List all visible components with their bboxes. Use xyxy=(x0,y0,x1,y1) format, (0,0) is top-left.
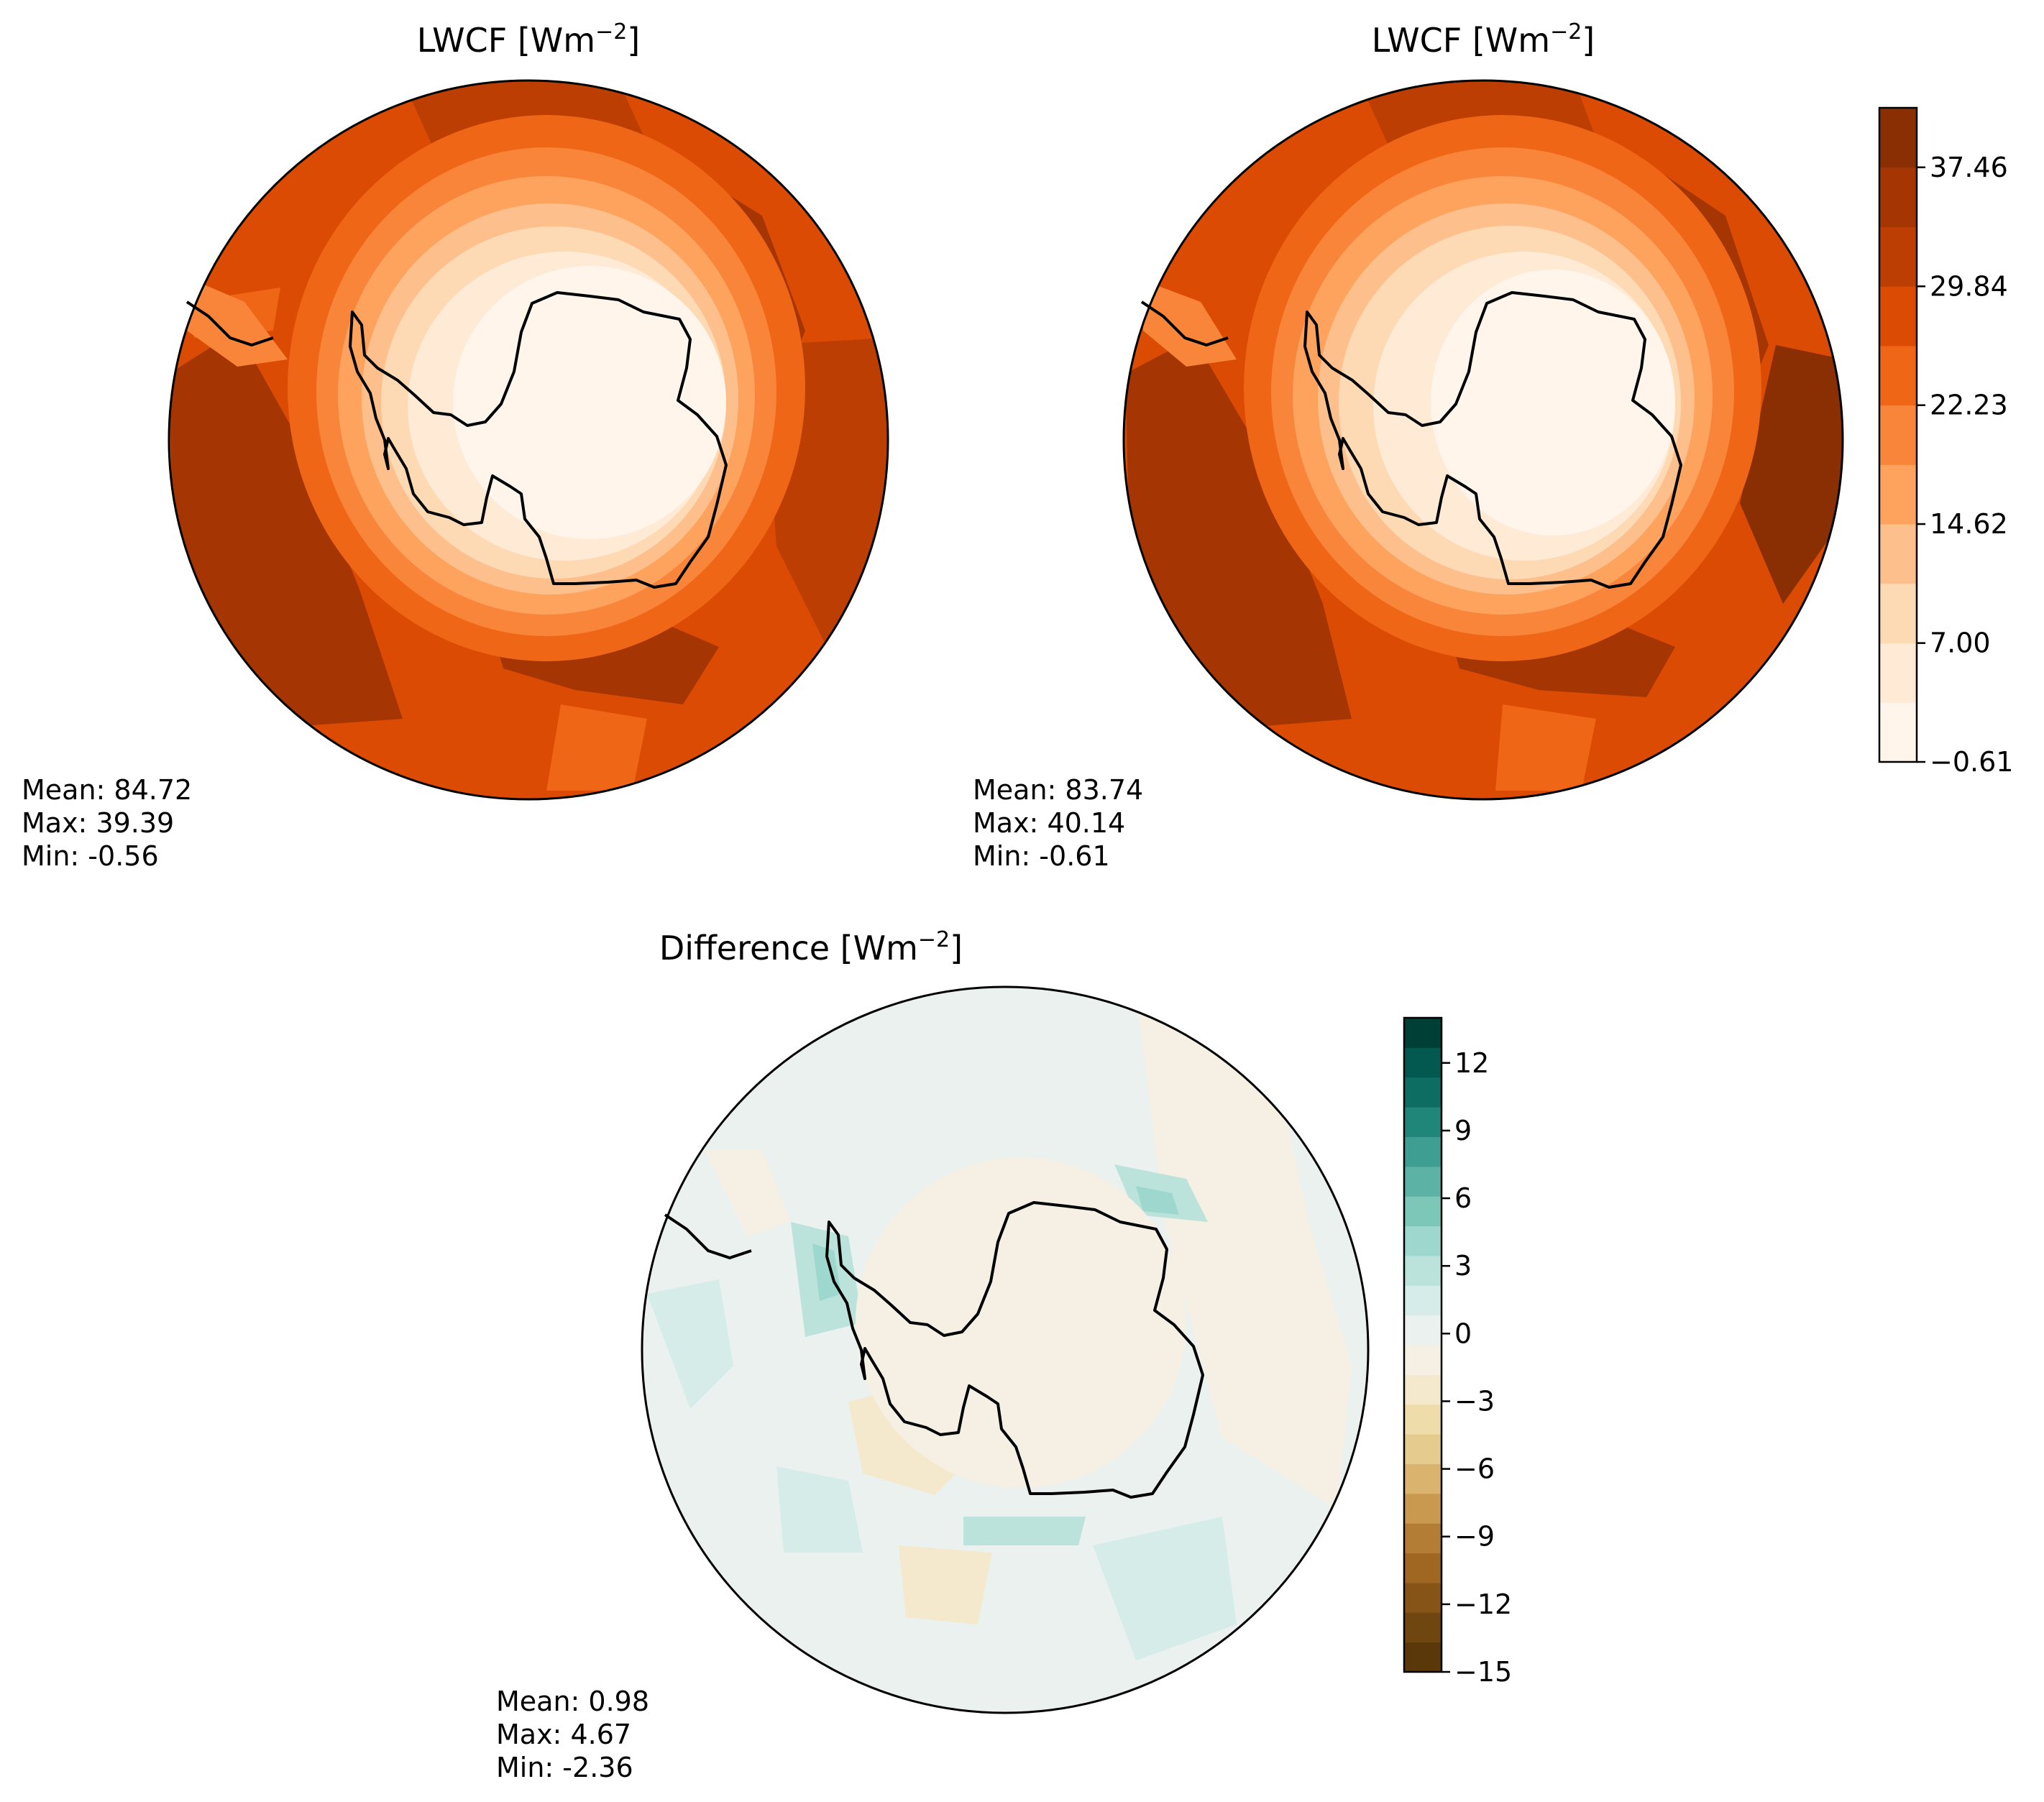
colorbar-tick-label: 9 xyxy=(1454,1115,1472,1146)
colorbar-segment xyxy=(1404,1136,1442,1167)
stats-block: Mean: 0.98 Max: 4.67 Min: -2.36 xyxy=(496,1686,649,1783)
colorbar-segment xyxy=(1879,286,1917,346)
colorbar-segment xyxy=(1404,1285,1442,1316)
colorbar-tick-label: 37.46 xyxy=(1930,152,2008,183)
colorbar-segment xyxy=(1404,1642,1442,1673)
colorbar-segment xyxy=(1404,1226,1442,1256)
colorbar-segment xyxy=(1404,1077,1442,1108)
colorbar-segment xyxy=(1879,345,1917,406)
colorbar-segment xyxy=(1879,226,1917,287)
colorbar-segment xyxy=(1404,1018,1442,1048)
stats-block: Mean: 84.72 Max: 39.39 Min: -0.56 xyxy=(22,774,192,872)
colorbar-main: 37.46 29.84 22.23 14.62 7.00 −0.61 xyxy=(1878,106,2013,778)
colorbar-segment xyxy=(1879,524,1917,584)
colorbar-segment xyxy=(1404,1553,1442,1583)
colorbar-tick-label: 3 xyxy=(1454,1250,1472,1282)
colorbar-tick-label: −0.61 xyxy=(1930,746,2013,778)
colorbar-frame xyxy=(1403,1016,1443,1673)
colorbar-segment xyxy=(1404,1463,1442,1494)
panel-title: LWCF [Wm−2] xyxy=(1372,19,1595,60)
stat-min: Min: -2.36 xyxy=(496,1752,633,1783)
colorbar-segment xyxy=(1404,1107,1442,1137)
colorbar-segment xyxy=(1879,405,1917,465)
stats-block: Mean: 83.74 Max: 40.14 Min: -0.61 xyxy=(973,774,1143,872)
map-boundary xyxy=(641,985,1370,1714)
colorbar-tick-label: 29.84 xyxy=(1930,270,2008,302)
colorbar-frame xyxy=(1878,106,1918,763)
map-boundary xyxy=(1122,79,1844,801)
colorbar-segment xyxy=(1404,1374,1442,1405)
colorbar-segment xyxy=(1404,1493,1442,1524)
colorbar-segment xyxy=(1404,1166,1442,1197)
colorbar-segment xyxy=(1879,643,1917,703)
colorbar-segment xyxy=(1879,108,1917,168)
colorbar-tick-label: 7.00 xyxy=(1930,628,1991,659)
colorbar-segment xyxy=(1404,1315,1442,1346)
stat-mean: Mean: 0.98 xyxy=(496,1686,649,1717)
colorbar-segment xyxy=(1879,702,1917,763)
colorbar-tick-label: 14.62 xyxy=(1930,508,2008,540)
stat-mean: Mean: 83.74 xyxy=(973,774,1143,806)
colorbar-segment xyxy=(1404,1434,1442,1464)
colorbar-tick-label: −9 xyxy=(1454,1521,1495,1553)
contour-field xyxy=(642,987,1368,1713)
contour-field xyxy=(169,81,888,799)
stat-max: Max: 40.14 xyxy=(973,807,1125,839)
colorbar-tick-label: 12 xyxy=(1454,1047,1489,1079)
colorbar-segment xyxy=(1404,1047,1442,1078)
colorbar-segment xyxy=(1404,1255,1442,1286)
stat-min: Min: -0.56 xyxy=(22,840,159,872)
stat-min: Min: -0.61 xyxy=(973,840,1110,872)
colorbar-tick-label: −3 xyxy=(1454,1385,1495,1417)
panel-title: LWCF [Wm−2] xyxy=(417,19,641,60)
colorbar-segment xyxy=(1404,1196,1442,1227)
colorbar-segment xyxy=(1404,1345,1442,1375)
colorbar-segment xyxy=(1879,583,1917,644)
contour-field xyxy=(1124,81,1843,799)
colorbar-segment xyxy=(1879,464,1917,525)
colorbar-tick-label: 22.23 xyxy=(1930,390,2008,421)
colorbar-tick-label: −15 xyxy=(1454,1656,1512,1688)
colorbar-diff: 12 9 6 3 0 −3 −6 −9 −12 −15 xyxy=(1403,1016,1512,1688)
colorbar-segment xyxy=(1404,1404,1442,1435)
colorbar-tick-label: 0 xyxy=(1454,1318,1472,1349)
colorbar-segment xyxy=(1879,167,1917,227)
panel-title: Difference [Wm−2] xyxy=(659,927,963,967)
map-panel-reference: LWCF [Wm−2] Mean: 83.74 Max: 40.14 Min: … xyxy=(973,19,1844,872)
map-panel-test: LWCF [Wm−2] Mean: 84.72 Max: 39. xyxy=(22,19,889,872)
stat-max: Max: 39.39 xyxy=(22,807,174,839)
stat-mean: Mean: 84.72 xyxy=(22,774,192,806)
colorbar-tick-label: −12 xyxy=(1454,1589,1512,1620)
colorbar-segment xyxy=(1404,1582,1442,1613)
colorbar-tick-label: −6 xyxy=(1454,1453,1495,1485)
colorbar-segment xyxy=(1404,1523,1442,1554)
colorbar-segment xyxy=(1404,1612,1442,1643)
map-panel-difference: Difference [Wm−2] Mean: 0.98 Max: 4.67 M… xyxy=(496,927,1370,1783)
map-boundary xyxy=(168,79,889,801)
stat-max: Max: 4.67 xyxy=(496,1719,631,1750)
colorbar-tick-label: 6 xyxy=(1454,1182,1472,1214)
